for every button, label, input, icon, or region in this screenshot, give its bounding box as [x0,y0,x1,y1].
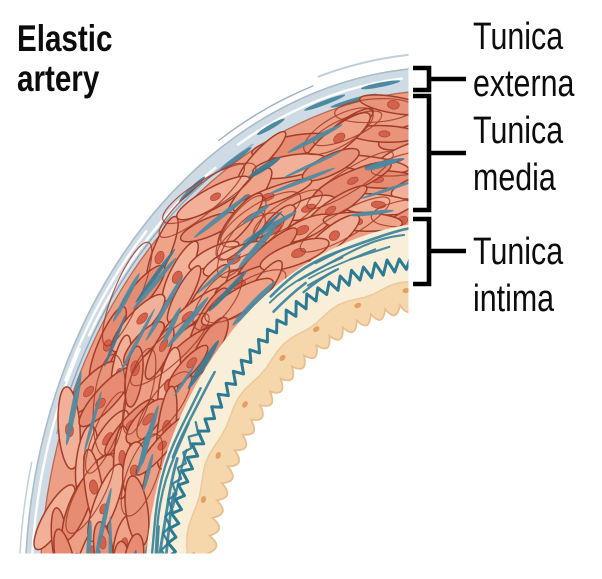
label-tunica-media: Tunica media [473,108,563,202]
figure-title: Elastic artery [17,19,112,99]
label-tunica-media-line2: media [473,157,556,199]
bracket-tunica-intima [413,216,466,287]
artery-cross-section [19,53,409,554]
label-tunica-media-line1: Tunica [473,110,564,152]
label-tunica-intima: Tunica intima [473,229,563,323]
label-tunica-externa-line1: Tunica [473,16,564,58]
tunica-media-layer [33,91,409,554]
figure-title-line1: Elastic [17,18,113,59]
endothelium-layer [186,281,409,554]
bracket-tunica-media [413,93,466,213]
figure-title-line2: artery [17,58,100,99]
label-tunica-externa: Tunica externa [473,14,574,108]
label-tunica-externa-line2: externa [473,63,575,105]
lumen [207,305,409,554]
label-tunica-intima-line1: Tunica [473,231,564,273]
bracket-tunica-externa [413,65,466,93]
layer-brackets [413,65,466,287]
label-tunica-intima-line2: intima [473,278,555,320]
